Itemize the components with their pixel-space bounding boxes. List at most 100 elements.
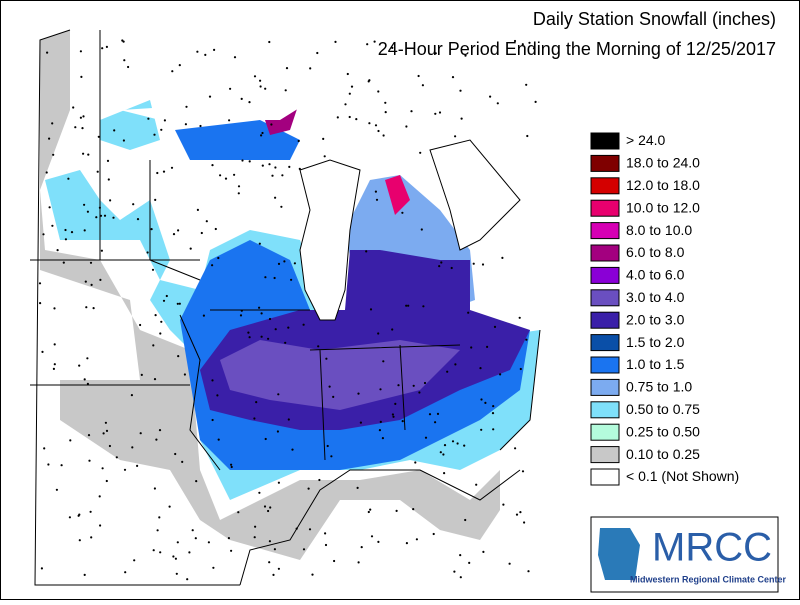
- station-dot: [270, 123, 273, 126]
- legend-swatch: [590, 222, 620, 240]
- station-dot: [423, 381, 427, 385]
- station-dot: [330, 455, 333, 458]
- legend-label: 0.50 to 0.75: [626, 401, 700, 417]
- legend-swatch: [590, 401, 620, 419]
- station-dot: [519, 367, 522, 371]
- station-dot: [99, 524, 102, 527]
- station-dot: [374, 124, 378, 127]
- station-dot: [139, 323, 142, 327]
- station-dot: [277, 481, 280, 484]
- station-dot: [171, 70, 174, 73]
- station-dot: [284, 89, 287, 92]
- station-dot: [480, 398, 483, 401]
- station-dot: [482, 550, 485, 554]
- station-dot: [456, 442, 459, 445]
- station-dot: [115, 456, 118, 459]
- station-dot: [492, 405, 495, 408]
- station-dot: [133, 559, 136, 562]
- legend-swatch: [590, 311, 620, 329]
- logo-name: MRCC: [652, 526, 772, 570]
- station-dot: [432, 532, 435, 536]
- station-dot: [101, 47, 104, 50]
- station-dot: [131, 446, 134, 449]
- station-dot: [196, 50, 199, 53]
- station-dot: [184, 123, 187, 126]
- station-dot: [348, 115, 351, 119]
- legend-label: 6.0 to 8.0: [626, 244, 685, 260]
- station-dot: [284, 341, 287, 344]
- station-dot: [407, 304, 410, 307]
- station-dot: [195, 480, 198, 483]
- station-dot: [502, 503, 505, 506]
- station-dot: [280, 205, 283, 208]
- station-dot: [45, 171, 48, 174]
- station-dot: [420, 228, 423, 231]
- legend-label: 18.0 to 24.0: [626, 155, 700, 171]
- station-dot: [260, 134, 263, 137]
- station-dot: [90, 283, 93, 286]
- station-dot: [208, 95, 212, 98]
- station-dot: [48, 206, 51, 209]
- station-dot: [253, 75, 257, 78]
- station-dot: [153, 133, 156, 136]
- station-dot: [88, 459, 91, 462]
- station-dot: [468, 561, 471, 565]
- station-dot: [283, 260, 286, 263]
- legend-swatch: [590, 177, 620, 195]
- station-dot: [261, 164, 264, 167]
- station-dot: [369, 508, 372, 511]
- station-dot: [273, 548, 276, 551]
- station-dot: [38, 282, 42, 285]
- station-dot: [499, 373, 502, 376]
- station-dot: [308, 528, 312, 531]
- station-dot: [156, 171, 159, 175]
- station-dot: [86, 382, 89, 385]
- station-dot: [459, 89, 462, 92]
- station-dot: [259, 85, 262, 88]
- station-dot: [421, 84, 424, 87]
- station-dot: [174, 557, 177, 560]
- station-dot: [237, 511, 240, 514]
- station-dot: [181, 460, 184, 463]
- station-dot: [82, 152, 85, 155]
- station-dot: [39, 302, 42, 305]
- station-dot: [81, 127, 84, 130]
- station-dot: [446, 370, 449, 373]
- station-dot: [491, 412, 495, 415]
- station-dot: [253, 536, 256, 539]
- station-dot: [123, 59, 126, 62]
- station-dot: [369, 308, 373, 311]
- station-dot: [212, 566, 215, 569]
- station-dot: [98, 495, 101, 498]
- station-dot: [412, 384, 415, 387]
- station-dot: [322, 137, 325, 140]
- station-dot: [302, 323, 305, 326]
- legend-swatch: [590, 334, 620, 352]
- station-dot: [51, 122, 54, 125]
- station-dot: [307, 487, 310, 490]
- station-dot: [191, 529, 194, 532]
- station-dot: [97, 135, 100, 138]
- station-dot: [219, 174, 222, 177]
- station-dot: [52, 153, 55, 156]
- station-dot: [367, 510, 370, 514]
- station-dot: [415, 538, 418, 541]
- snowfall-map: [30, 29, 541, 586]
- station-dot: [136, 464, 139, 467]
- station-dot: [443, 472, 446, 475]
- station-dot: [439, 451, 442, 454]
- station-dot: [357, 561, 360, 564]
- station-dot: [401, 420, 404, 423]
- station-dot: [417, 74, 420, 78]
- station-dot: [333, 559, 336, 563]
- station-dot: [391, 413, 394, 416]
- legend-label: 10.0 to 12.0: [626, 199, 700, 215]
- station-dot: [357, 392, 360, 395]
- station-dot: [240, 97, 243, 100]
- station-dot: [534, 100, 537, 103]
- station-dot: [207, 541, 210, 544]
- station-dot: [100, 249, 103, 252]
- station-dot: [293, 262, 296, 265]
- station-dot: [318, 478, 321, 482]
